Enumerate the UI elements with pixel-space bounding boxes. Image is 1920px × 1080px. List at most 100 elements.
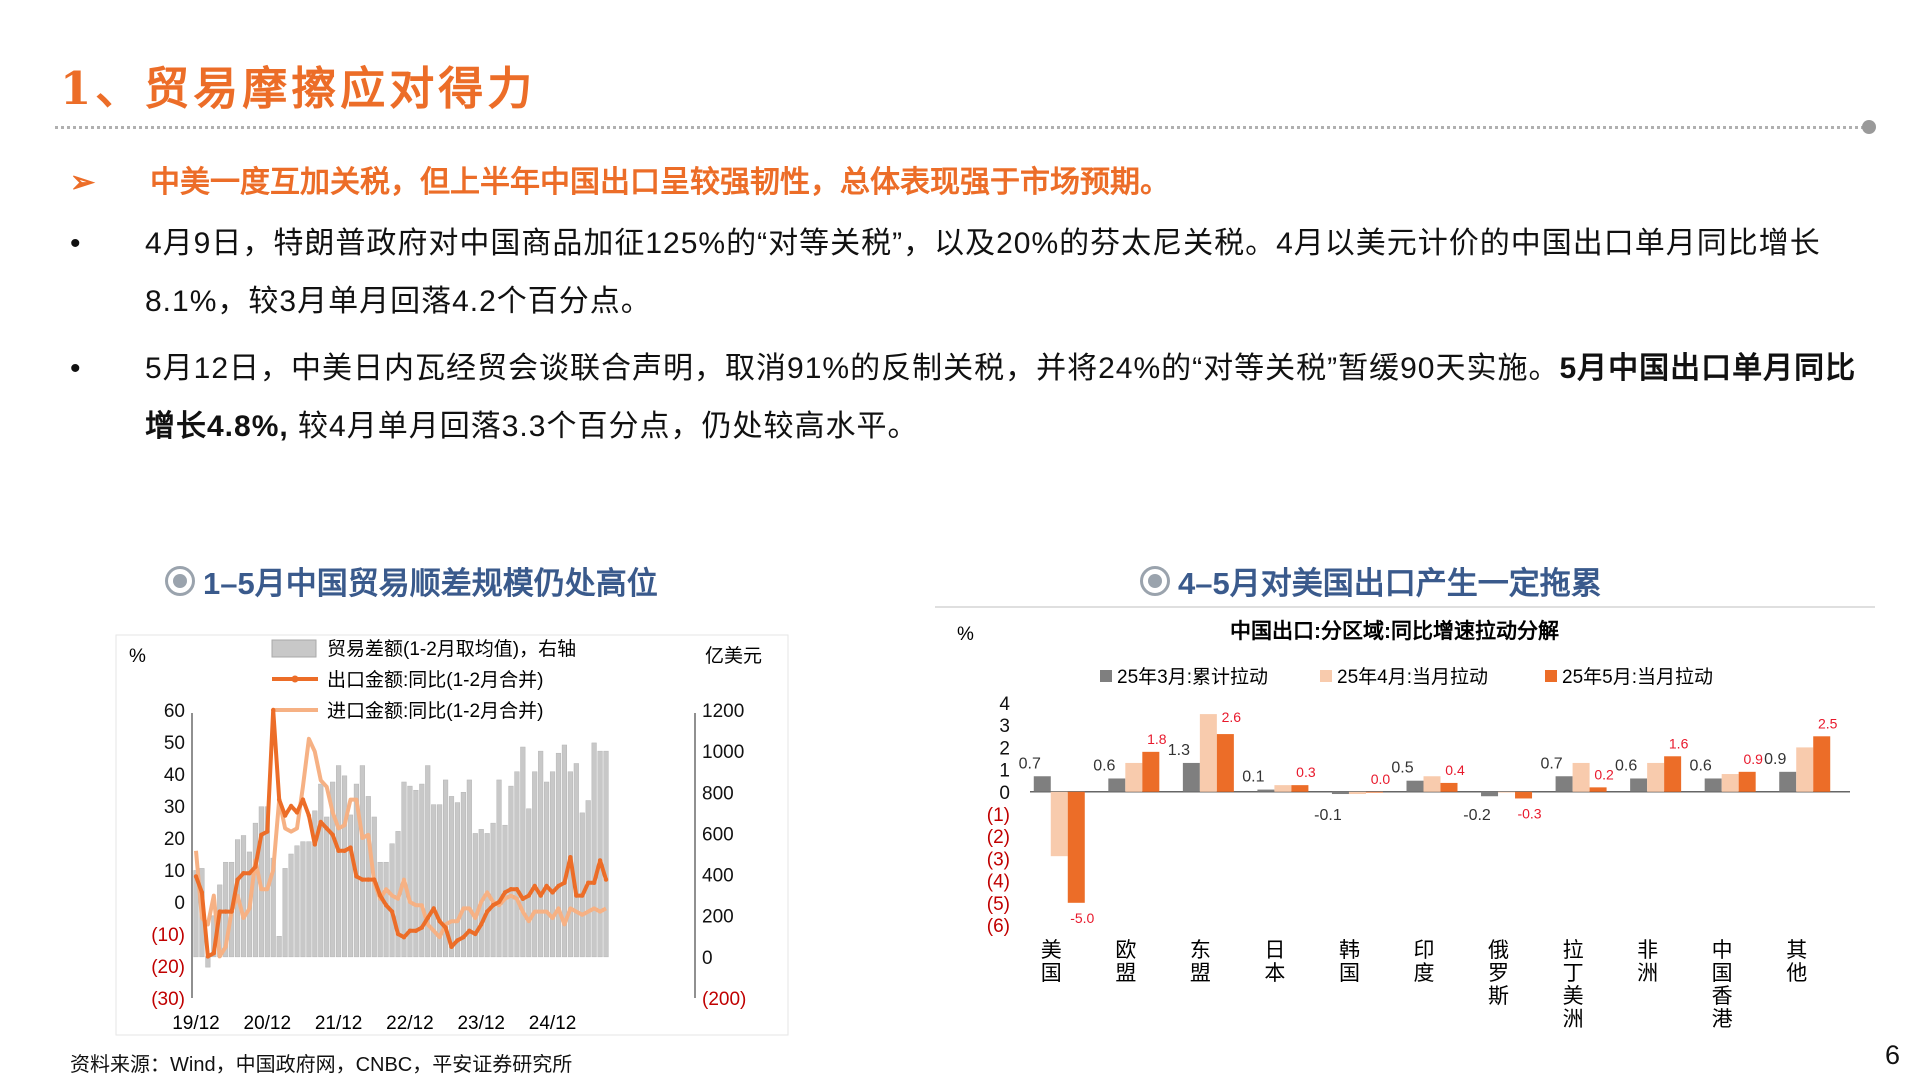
- trade-balance-bar: [240, 835, 247, 958]
- x-tick-label: 19/12: [172, 1013, 220, 1034]
- export-yoy-line-point: [550, 890, 555, 895]
- may-value-label: 0.3: [1296, 764, 1316, 780]
- category-label-char: 非: [1637, 939, 1658, 962]
- target-ring-icon: [1140, 566, 1170, 596]
- export-yoy-line-point: [229, 909, 234, 914]
- y-tick-label: 4: [999, 694, 1010, 715]
- may-value-label: 1.8: [1147, 731, 1167, 747]
- category-label-char: 盟: [1115, 962, 1136, 985]
- chart2-plot: 43210(1)(2)(3)(4)(5)(6)0.7-5.0美国0.61.8欧盟…: [987, 694, 1850, 1031]
- key-point-text: 中美一度互加关税，但上半年中国出口呈较强韧性，总体表现强于市场预期。: [150, 165, 1170, 200]
- export-yoy-line-point: [407, 928, 413, 933]
- page-title: 1、贸易摩擦应对得力: [60, 62, 537, 115]
- right-tick-label: 400: [702, 866, 734, 887]
- trade-balance-bar: [514, 771, 520, 958]
- category-label-char: 拉: [1563, 939, 1584, 962]
- march-value-label: 0.6: [1615, 757, 1637, 774]
- category-label-char: 香: [1712, 985, 1733, 1008]
- export-yoy-line-point: [419, 925, 424, 930]
- left-tick-label: 60: [164, 701, 185, 722]
- export-yoy-line-point: [389, 909, 395, 914]
- series-bar: [1274, 785, 1292, 792]
- series-bar: [1572, 762, 1590, 792]
- export-yoy-line-point: [544, 883, 549, 889]
- export-yoy-line-point: [312, 842, 318, 847]
- trade-balance-bar: [544, 781, 550, 958]
- export-yoy-line-point: [514, 887, 520, 892]
- y-tick-label: (1): [987, 805, 1010, 826]
- left-tick-label: (10): [151, 925, 185, 946]
- category-label-char: 中: [1712, 939, 1733, 962]
- trade-balance-bar: [460, 792, 466, 958]
- right-tick-label: 800: [702, 783, 734, 804]
- export-yoy-line-point: [484, 909, 490, 914]
- export-yoy-line-point: [562, 880, 567, 885]
- left-tick-label: 30: [164, 797, 185, 818]
- y-tick-label: (5): [987, 894, 1010, 915]
- export-yoy-line-point: [473, 931, 478, 937]
- legend-label-trade-balance: 贸易差额(1-2月取均值)，右轴: [327, 638, 576, 660]
- may-value-label: 1.6: [1669, 735, 1689, 751]
- x-tick-label: 21/12: [315, 1013, 363, 1034]
- bullet-dot-icon: •: [70, 352, 82, 385]
- export-yoy-line-point: [199, 890, 205, 895]
- left-tick-label: 40: [164, 765, 185, 786]
- key-point: ➢ 中美一度互加关税，但上半年中国出口呈较强韧性，总体表现强于市场预期。: [70, 157, 1170, 201]
- bullet-text-2a: 5月12日，中美日内瓦经贸会谈联合声明，取消91%的反制关税，并将24%的“对等…: [145, 352, 1560, 385]
- y-tick-label: 1: [999, 761, 1010, 782]
- export-yoy-line-point: [336, 848, 341, 853]
- export-yoy-line-point: [508, 887, 514, 892]
- trade-balance-bar: [579, 812, 585, 958]
- may-value-label: 0.2: [1594, 766, 1614, 782]
- category-label-char: 洲: [1637, 962, 1658, 985]
- export-yoy-line-point: [538, 893, 543, 898]
- export-yoy-line-point: [395, 931, 401, 937]
- chart1-plot: [193, 707, 609, 968]
- trade-balance-bar: [520, 746, 526, 958]
- page-number: 6: [1885, 1040, 1901, 1070]
- export-yoy-line-point: [348, 845, 353, 850]
- category-label-char: 罗: [1488, 962, 1509, 985]
- series-bar: [1142, 751, 1160, 792]
- category-label-char: 东: [1190, 939, 1211, 962]
- trade-balance-bar: [336, 765, 342, 958]
- trade-balance-bar: [377, 861, 383, 958]
- left-tick-label: 10: [164, 861, 185, 882]
- export-yoy-line-point: [265, 829, 270, 834]
- y-tick-label: 2: [999, 738, 1010, 759]
- export-yoy-line-point: [431, 906, 436, 911]
- export-yoy-line-point: [342, 848, 347, 853]
- x-tick-label: 23/12: [457, 1013, 505, 1034]
- march-value-label: 0.5: [1391, 760, 1413, 777]
- chart1-title-text: 1–5月中国贸易顺差规模仍处高位: [203, 566, 658, 601]
- x-tick-label: 20/12: [244, 1013, 292, 1034]
- series-bar: [1779, 771, 1797, 792]
- export-yoy-line-point: [378, 893, 383, 898]
- series-bar: [1199, 714, 1217, 792]
- may-value-label: 0.9: [1743, 751, 1763, 767]
- trade-balance-bar: [573, 763, 579, 958]
- march-value-label: 0.6: [1690, 757, 1712, 774]
- category-label-char: 国: [1041, 962, 1062, 985]
- export-yoy-line-point: [455, 938, 460, 943]
- legend-label: 25年5月:当月拉动: [1562, 666, 1713, 688]
- export-yoy-line: [194, 708, 608, 959]
- bullet-text-2: 5月12日，中美日内瓦经贸会谈联合声明，取消91%的反制关税，并将24%的“对等…: [145, 340, 1870, 456]
- export-yoy-line-point: [366, 877, 371, 882]
- trade-balance-bar: [389, 843, 395, 958]
- march-value-label: 0.7: [1540, 755, 1562, 772]
- export-yoy-line-point: [496, 899, 502, 905]
- may-value-label: 2.6: [1222, 709, 1242, 725]
- y-tick-label: (4): [987, 872, 1010, 893]
- trade-balance-bar: [508, 785, 514, 958]
- legend-swatch: [1320, 670, 1332, 682]
- trade-balance-bar: [365, 796, 371, 958]
- series-bar: [1216, 734, 1234, 792]
- trade-balance-bar: [466, 779, 472, 958]
- march-value-label: 1.3: [1168, 742, 1190, 759]
- arrow-bullet-icon: ➢: [70, 165, 96, 200]
- export-yoy-line-point: [241, 871, 246, 876]
- march-value-label: 0.6: [1093, 757, 1115, 774]
- bullet-item-1: • 4月9日，特朗普政府对中国商品加征125%的“对等关税”，以及20%的芬太尼…: [70, 215, 1870, 331]
- series-bar: [1291, 785, 1309, 792]
